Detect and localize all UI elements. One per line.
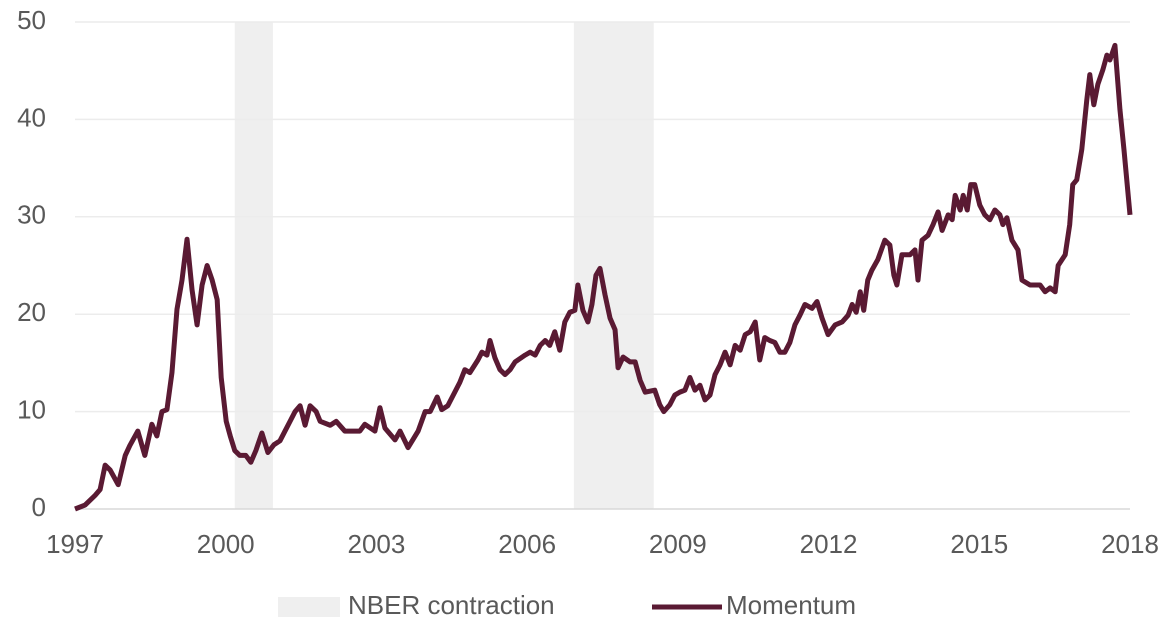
x-tick-label: 2009: [649, 529, 707, 559]
y-tick-label: 40: [17, 102, 46, 132]
x-tick-label: 2015: [950, 529, 1008, 559]
legend-label: Momentum: [726, 590, 856, 620]
y-tick-label: 0: [32, 492, 46, 522]
line: [74, 42, 1133, 512]
y-tick-label: 10: [17, 394, 46, 424]
y-tick-label: 50: [17, 5, 46, 35]
x-tick-label: 2018: [1101, 529, 1159, 559]
y-tick-label: 30: [17, 200, 46, 230]
region: [234, 22, 273, 509]
y-tick-label: 20: [17, 297, 46, 327]
legend-label: NBER contraction: [348, 590, 555, 620]
x-tick-label: 2000: [197, 529, 255, 559]
x-tick-label: 2003: [348, 529, 406, 559]
legend-swatch: [278, 597, 340, 617]
x-tick-label: 2006: [498, 529, 556, 559]
x-tick-label: 2012: [800, 529, 858, 559]
region: [573, 22, 654, 509]
x-tick-label: 1997: [46, 529, 104, 559]
